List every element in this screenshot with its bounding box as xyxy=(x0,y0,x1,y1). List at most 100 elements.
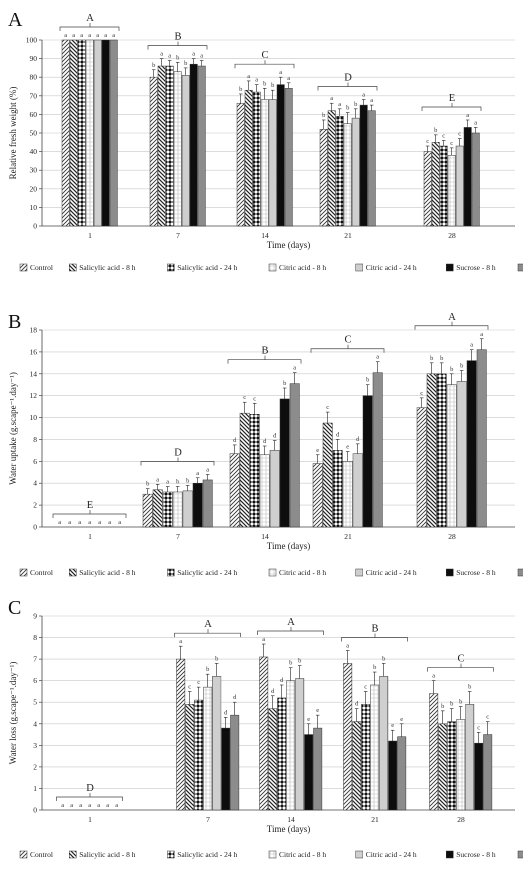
significance-letter: b xyxy=(459,699,462,706)
legend-swatch xyxy=(446,568,454,577)
x-tick-label: 21 xyxy=(344,231,352,240)
panel-A: A 0 10 20 30 40 50 60 70 80 90 100 Relative fresh we… xyxy=(8,9,523,272)
bar xyxy=(335,116,344,227)
bar xyxy=(249,414,260,528)
bar xyxy=(343,663,353,811)
bar xyxy=(436,373,447,528)
bar xyxy=(197,65,206,227)
panel-label: A xyxy=(8,9,23,31)
bar xyxy=(351,117,360,227)
y-tick-label: 80 xyxy=(30,73,38,82)
significance-letter: a xyxy=(168,52,171,59)
y-tick-label: 9 xyxy=(33,612,37,621)
bar xyxy=(397,736,407,811)
bar xyxy=(431,142,440,227)
bar xyxy=(260,99,269,227)
significance-letter: a xyxy=(432,673,435,680)
bar xyxy=(370,684,380,811)
significance-letter: a xyxy=(108,519,111,526)
y-axis-title: Relative fresh weight (%) xyxy=(8,87,18,180)
group-letter: A xyxy=(204,619,212,630)
group-bracket xyxy=(427,667,494,672)
bar xyxy=(466,360,477,528)
bar xyxy=(455,145,464,227)
bar xyxy=(173,71,182,227)
bar xyxy=(162,491,173,528)
y-tick-label: 90 xyxy=(30,54,38,63)
group-letter: A xyxy=(86,13,94,24)
bar xyxy=(367,110,376,227)
significance-letter: a xyxy=(88,32,91,39)
significance-letter: a xyxy=(96,32,99,39)
significance-letter: d xyxy=(224,709,228,716)
y-tick-label: 18 xyxy=(30,326,38,335)
legend-label: Citric acid - 8 h xyxy=(279,568,326,577)
legend-swatch xyxy=(517,850,523,859)
significance-letter: d xyxy=(356,436,360,443)
bar xyxy=(423,151,432,227)
bar xyxy=(447,721,457,811)
bar xyxy=(212,676,222,811)
legend-label: Citric acid - 24 h xyxy=(366,850,417,859)
x-tick-label: 28 xyxy=(448,532,456,541)
bar xyxy=(438,723,448,811)
bar xyxy=(277,697,287,811)
legend-swatch xyxy=(355,850,363,859)
bar xyxy=(185,704,195,811)
y-tick-label: 10 xyxy=(30,413,38,422)
legend-swatch xyxy=(19,568,28,577)
significance-letter: a xyxy=(376,354,379,361)
y-tick-label: 4 xyxy=(33,719,37,728)
y-tick-label: 10 xyxy=(30,203,38,212)
significance-letter: b xyxy=(184,60,187,67)
bar xyxy=(429,693,439,811)
x-tick-label: 7 xyxy=(206,815,210,824)
group-letter: C xyxy=(261,50,268,61)
significance-letter: d xyxy=(336,431,340,438)
legend-label: Sucrose - 8 h xyxy=(456,850,496,859)
significance-letter: c xyxy=(243,394,246,401)
significance-letter: c xyxy=(477,724,480,731)
significance-letter: d xyxy=(355,701,359,708)
x-tick-label: 14 xyxy=(261,532,269,541)
bar xyxy=(259,656,269,811)
bar xyxy=(93,39,102,227)
significance-letter: a xyxy=(106,802,109,809)
legend-label: Sucrose - 8 h xyxy=(456,568,496,577)
significance-letter: b xyxy=(450,701,453,708)
significance-letter: e xyxy=(316,707,319,714)
bar xyxy=(286,680,296,811)
y-tick-label: 4 xyxy=(33,479,37,488)
group-bracket xyxy=(310,348,385,353)
significance-letter: b xyxy=(434,127,437,134)
legend-label: Control xyxy=(30,850,53,859)
bar xyxy=(456,381,467,528)
significance-letter: a xyxy=(64,32,67,39)
legend-swatch xyxy=(69,568,77,577)
significance-letter: a xyxy=(262,636,265,643)
significance-letter: c xyxy=(420,390,423,397)
significance-letter: b xyxy=(450,366,453,373)
bar xyxy=(279,398,290,528)
legend-swatch xyxy=(69,263,77,272)
bar xyxy=(202,479,213,528)
bar xyxy=(456,719,466,811)
group-letter: E xyxy=(87,500,93,511)
x-tick-label: 7 xyxy=(176,532,180,541)
x-tick-label: 21 xyxy=(344,532,352,541)
significance-letter: a xyxy=(72,32,75,39)
group-letter: B xyxy=(371,623,378,634)
significance-letter: c xyxy=(326,404,329,411)
significance-letter: e xyxy=(307,716,310,723)
significance-letter: c xyxy=(188,683,191,690)
significance-letter: c xyxy=(253,395,256,402)
bar xyxy=(268,708,278,811)
bar xyxy=(319,129,328,227)
significance-letter: b xyxy=(430,355,433,362)
legend-swatch xyxy=(167,568,175,577)
significance-letter: a xyxy=(61,802,64,809)
y-tick-label: 12 xyxy=(30,391,38,400)
significance-letter: b xyxy=(146,481,149,488)
x-tick-label: 28 xyxy=(457,815,465,824)
